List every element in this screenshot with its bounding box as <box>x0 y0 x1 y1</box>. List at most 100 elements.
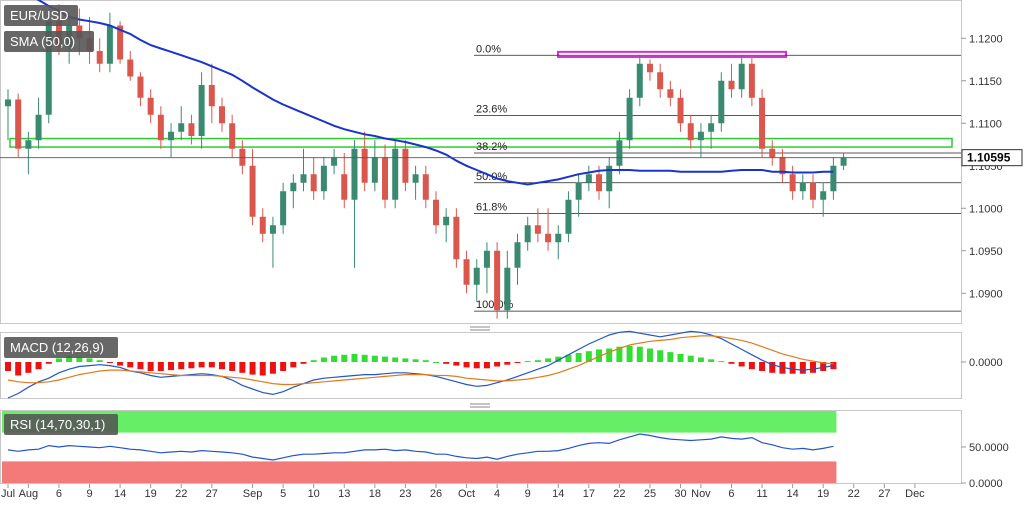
candle-body <box>188 123 195 136</box>
macd-histogram-bar <box>300 362 307 364</box>
swing-high-box <box>557 50 787 58</box>
candle-body <box>606 165 613 192</box>
macd-histogram-bar <box>137 362 144 370</box>
macd-histogram-bar <box>657 350 664 362</box>
candlestick-series <box>5 4 847 319</box>
macd-histogram-bar <box>718 361 725 363</box>
candle-body <box>249 165 256 217</box>
fib-level-label: 0.0% <box>476 43 501 55</box>
x-tick-label: 22 <box>848 488 860 500</box>
macd-histogram-bar <box>422 360 429 362</box>
candle-body <box>239 148 246 166</box>
macd-histogram-bar <box>86 358 93 362</box>
candle-body <box>616 140 623 166</box>
macd-series: 0.0000 <box>5 330 1003 399</box>
candle-body <box>483 250 490 268</box>
rsi-label[interactable]: RSI (14,70,30,1) <box>4 414 118 435</box>
candle-body <box>157 114 164 141</box>
macd-histogram-bar <box>626 345 633 362</box>
candle-body <box>565 199 572 234</box>
candle-body <box>35 114 42 141</box>
sma-label[interactable]: SMA (50,0) <box>4 31 94 52</box>
candle-body <box>534 225 541 234</box>
macd-histogram-bar <box>280 362 287 371</box>
candle-body <box>657 72 664 90</box>
macd-histogram-bar <box>382 356 389 362</box>
macd-histogram-bar <box>5 362 11 371</box>
panel-splitter-macd[interactable] <box>470 403 490 408</box>
candle-body <box>269 225 276 234</box>
rsi-oversold-band <box>2 461 837 483</box>
macd-histogram-bar <box>636 346 643 362</box>
macd-label[interactable]: MACD (12,26,9) <box>4 337 118 358</box>
current-price-box <box>961 149 1023 167</box>
macd-histogram-bar <box>646 348 653 362</box>
macd-histogram-bar <box>555 356 562 362</box>
x-tick-label: 14 <box>114 488 126 500</box>
x-tick-label: Oct <box>458 488 475 500</box>
macd-histogram-bar <box>524 361 531 363</box>
macd-histogram-bar <box>402 358 409 362</box>
macd-histogram-bar <box>249 362 256 375</box>
candle-body <box>198 85 205 136</box>
price-tick-label: 1.1150 <box>969 76 1002 88</box>
candle-body <box>748 63 755 98</box>
x-tick-label: 9 <box>86 488 92 500</box>
rsi-tick-label: 50.0000 <box>969 442 1009 454</box>
candle-body <box>718 80 725 124</box>
candle-body <box>636 63 643 98</box>
macd-histogram-bar <box>331 355 338 362</box>
x-tick-label: 25 <box>644 488 656 500</box>
x-tick-label: 11 <box>756 488 767 500</box>
price-annotations <box>9 50 953 148</box>
x-tick-label: 6 <box>56 488 62 500</box>
panel-splitter-price[interactable] <box>470 326 490 331</box>
candle-body <box>15 99 22 149</box>
x-tick-label: 5 <box>280 488 286 500</box>
x-axis: Jul Aug 6 9 14 19 22 27 Sep 5 10 13 18 23 26 Oct 4 9 14 17 2… <box>1 484 925 500</box>
candle-body <box>453 216 460 260</box>
candle-body <box>677 97 684 124</box>
x-tick-label: 14 <box>552 488 564 500</box>
current-price-marker: 1.10595 <box>0 149 1023 167</box>
x-tick-label: Jul <box>1 488 15 500</box>
macd-signal-line <box>7 335 834 386</box>
candle-body <box>596 174 603 192</box>
candle-body <box>229 123 236 149</box>
macd-histogram-bar <box>432 362 439 363</box>
x-tick-label: 6 <box>728 488 734 500</box>
macd-histogram-bar <box>820 362 827 371</box>
macd-tick-label: 0.0000 <box>969 357 1003 369</box>
macd-histogram-bar <box>473 362 480 369</box>
price-tick-label: 1.1200 <box>969 33 1003 45</box>
fib-level-label: 61.8% <box>476 201 507 213</box>
macd-histogram-bar <box>585 351 592 362</box>
candle-body <box>168 131 175 141</box>
symbol-label[interactable]: EUR/USD <box>4 5 78 26</box>
macd-histogram-bar <box>483 362 490 369</box>
macd-histogram-bar <box>697 357 704 362</box>
macd-histogram-bar <box>168 362 175 371</box>
macd-histogram-bar <box>361 354 368 362</box>
macd-histogram-bar <box>392 357 399 362</box>
macd-label-text: MACD (12,26,9) <box>10 340 104 355</box>
macd-histogram-bar <box>494 362 501 367</box>
x-tick-label: 30 <box>674 488 686 500</box>
macd-histogram-bar <box>708 359 715 362</box>
macd-histogram-bar <box>117 362 124 366</box>
macd-histogram-bar <box>789 362 796 374</box>
candle-body <box>361 148 368 183</box>
candle-body <box>667 89 674 98</box>
candle-body <box>463 259 470 285</box>
fib-level-label: 23.6% <box>476 104 507 116</box>
x-tick-label: 4 <box>494 488 500 500</box>
x-tick-label: 22 <box>175 488 187 500</box>
price-tick-label: 1.1000 <box>969 203 1003 215</box>
macd-histogram-bar <box>198 362 205 368</box>
candle-body <box>646 63 653 73</box>
candle-body <box>290 182 297 192</box>
candle-body <box>687 123 694 141</box>
price-tick-label: 1.0950 <box>969 246 1003 258</box>
candle-body <box>5 99 11 107</box>
